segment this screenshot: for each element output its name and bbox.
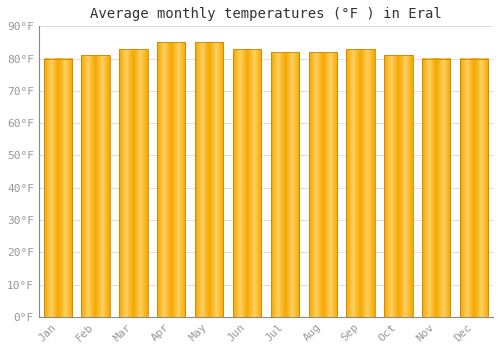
Bar [82, 55, 110, 317]
Bar [119, 49, 148, 317]
Bar [346, 49, 375, 317]
Bar [157, 42, 186, 317]
Bar [460, 58, 488, 317]
Bar [308, 52, 337, 317]
Title: Average monthly temperatures (°F ) in Eral: Average monthly temperatures (°F ) in Er… [90, 7, 442, 21]
Bar [195, 42, 224, 317]
Bar [384, 55, 412, 317]
Bar [270, 52, 299, 317]
Bar [44, 58, 72, 317]
Bar [422, 58, 450, 317]
Bar [233, 49, 261, 317]
